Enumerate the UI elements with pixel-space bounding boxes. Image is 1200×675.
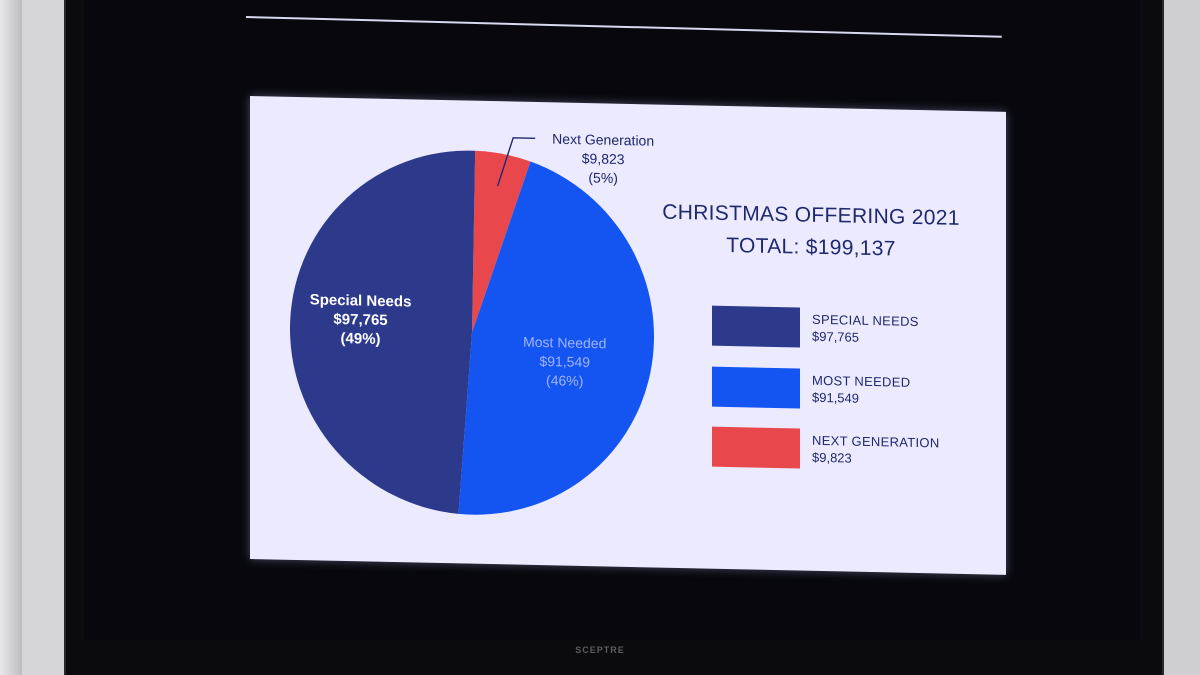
pie-label-value-special-needs: $97,765: [333, 311, 387, 329]
legend-value-special-needs: $97,765: [812, 328, 859, 345]
pie-label-name-next-generation: Next Generation: [552, 131, 654, 149]
pie-label-percent-most-needed: (46%): [546, 372, 583, 389]
legend-swatch-next-generation: [712, 426, 800, 469]
legend-value-most-needed: $91,549: [812, 389, 859, 406]
pie-label-percent-next-generation: (5%): [588, 169, 618, 186]
pie-slice-next-generation: [472, 150, 531, 333]
legend-swatch-special-needs: [712, 305, 800, 348]
pie-label-percent-special-needs: (49%): [341, 330, 381, 348]
pie-chart: Special Needs$97,765(49%) Most Needed$91,…: [290, 131, 654, 515]
pie-slice-special-needs: [290, 150, 476, 514]
pie-leader-line-next-generation: [496, 137, 536, 187]
legend-swatch-most-needed: [712, 366, 800, 409]
pie-slice-most-needed: [458, 161, 654, 515]
legend-label-next-generation: NEXT GENERATION: [812, 432, 940, 451]
chart-title-block: CHRISTMAS OFFERING 2021 TOTAL: $199,137: [638, 196, 984, 267]
pie-label-value-most-needed: $91,549: [539, 353, 590, 370]
monitor-brand-logo: SCEPTRE: [575, 645, 625, 655]
pie-label-name-most-needed: Most Needed: [523, 334, 606, 352]
presentation-slide: Special Needs $97,765 (49%) Most Needed $91,…: [250, 96, 1006, 575]
legend-value-next-generation: $9,823: [812, 449, 852, 466]
legend-label-special-needs: SPECIAL NEEDS: [812, 311, 919, 330]
wall-background: [0, 0, 22, 675]
pie-label-value-next-generation: $9,823: [582, 150, 625, 167]
legend-label-most-needed: MOST NEEDED: [812, 372, 911, 390]
pie-label-name-special-needs: Special Needs: [310, 291, 412, 310]
